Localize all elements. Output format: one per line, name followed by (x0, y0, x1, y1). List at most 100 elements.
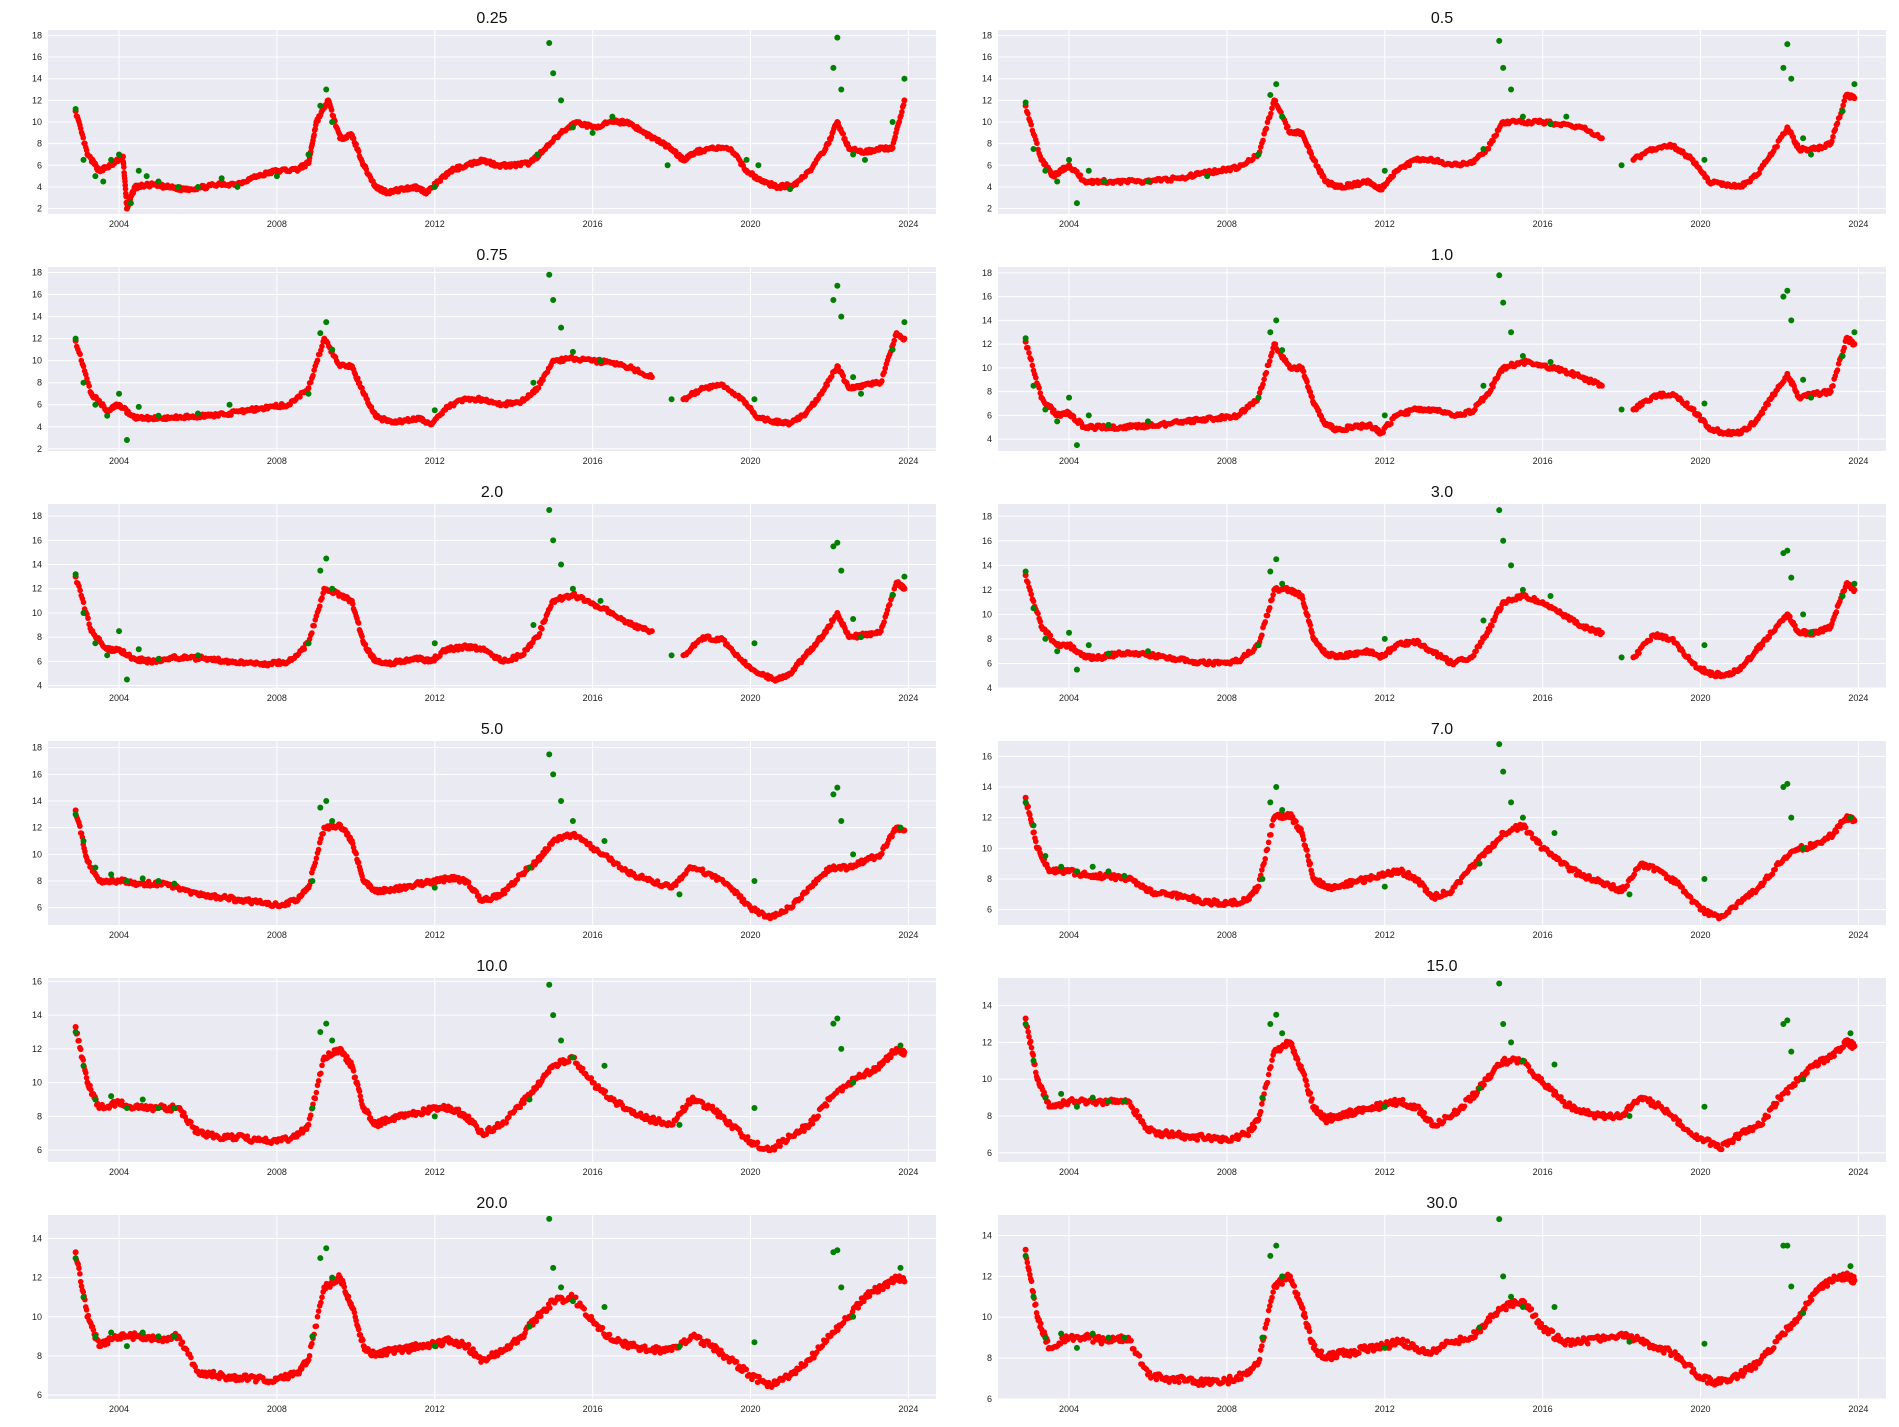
data-point (550, 297, 557, 304)
data-point (501, 890, 508, 897)
x-tick-label: 2024 (898, 693, 918, 703)
data-point (92, 173, 99, 180)
y-tick-label: 14 (982, 315, 992, 325)
data-point (838, 86, 845, 93)
y-tick-label: 18 (982, 268, 992, 278)
data-point (1784, 41, 1791, 48)
data-point (1598, 135, 1605, 142)
data-point (1787, 613, 1793, 620)
data-point (550, 70, 557, 77)
data-point (597, 597, 604, 604)
y-tick-label: 14 (32, 796, 42, 806)
data-point (1025, 344, 1031, 351)
data-point (1054, 178, 1061, 185)
data-point (834, 282, 841, 289)
data-point (1774, 143, 1780, 150)
data-point (1032, 374, 1039, 381)
data-point (901, 319, 908, 326)
data-point (1780, 293, 1787, 300)
data-point (116, 628, 123, 635)
data-point (1500, 64, 1507, 71)
data-point (431, 640, 438, 647)
y-tick-label: 6 (987, 410, 992, 420)
data-point (1030, 605, 1037, 612)
y-tick-label: 18 (982, 30, 992, 40)
data-point (558, 324, 565, 331)
y-tick-label: 12 (32, 584, 42, 594)
y-tick-label: 10 (32, 117, 42, 127)
data-point (530, 379, 537, 386)
data-point (1851, 81, 1858, 88)
data-point (597, 357, 604, 364)
data-point (329, 119, 336, 125)
data-point (1547, 358, 1554, 365)
x-tick-label: 2004 (1059, 456, 1079, 466)
data-point (1839, 593, 1846, 599)
data-point (1273, 556, 1280, 563)
chart-title: 2.0 (481, 484, 503, 501)
data-point (359, 633, 365, 640)
data-point (830, 64, 837, 71)
data-point (1042, 167, 1049, 174)
data-point (1085, 167, 1092, 174)
chart-panel: 2.0 4 6 8 10 12 14 16 18 2004 2008 2012 2016 2020 2024 (0, 474, 940, 703)
data-point (1780, 64, 1787, 71)
y-tick-label: 14 (32, 560, 42, 570)
data-point (307, 379, 314, 386)
series-red (72, 807, 908, 922)
x-tick-label: 2012 (425, 693, 445, 703)
data-point (80, 609, 87, 616)
data-point (1270, 592, 1276, 598)
data-point (786, 186, 793, 193)
data-point (1519, 353, 1526, 360)
y-tick-label: 4 (37, 681, 42, 691)
data-point (1307, 622, 1314, 628)
data-point (305, 390, 312, 397)
y-tick-label: 2 (37, 204, 42, 214)
series-green (72, 34, 908, 207)
data-point (558, 97, 565, 104)
x-tick-label: 2016 (1533, 219, 1553, 229)
data-point (1851, 329, 1858, 336)
data-point (536, 631, 543, 637)
data-point (1267, 329, 1274, 336)
y-tick-label: 18 (32, 30, 42, 40)
y-tick-label: 4 (987, 434, 992, 444)
data-point (315, 846, 322, 853)
data-point (1851, 580, 1858, 587)
data-point (311, 132, 317, 138)
data-point (1085, 412, 1092, 419)
data-point (850, 616, 857, 622)
data-point (1267, 91, 1274, 98)
x-tick-label: 2016 (583, 930, 603, 940)
data-point (1255, 394, 1262, 401)
data-point (1077, 172, 1084, 178)
data-point (1834, 367, 1841, 373)
data-point (127, 200, 134, 207)
data-point (1267, 568, 1274, 575)
data-point (901, 335, 908, 342)
x-tick-label: 2004 (109, 219, 129, 229)
data-point (1028, 591, 1035, 598)
data-point (1788, 317, 1795, 324)
data-point (1800, 135, 1807, 142)
x-tick-label: 2016 (583, 693, 603, 703)
x-tick-label: 2024 (898, 456, 918, 466)
data-point (1473, 648, 1479, 655)
data-point (1490, 137, 1496, 144)
data-point (319, 343, 325, 350)
data-point (135, 167, 142, 174)
data-point (1025, 579, 1031, 586)
data-point (301, 646, 308, 652)
data-point (1827, 388, 1834, 395)
data-point (1300, 368, 1307, 375)
y-tick-label: 6 (37, 656, 42, 666)
data-point (1260, 137, 1266, 144)
data-point (1840, 102, 1846, 109)
data-point (155, 178, 162, 185)
data-point (76, 583, 82, 589)
data-point (355, 148, 362, 155)
data-point (1030, 382, 1037, 389)
y-tick-label: 12 (982, 339, 992, 349)
